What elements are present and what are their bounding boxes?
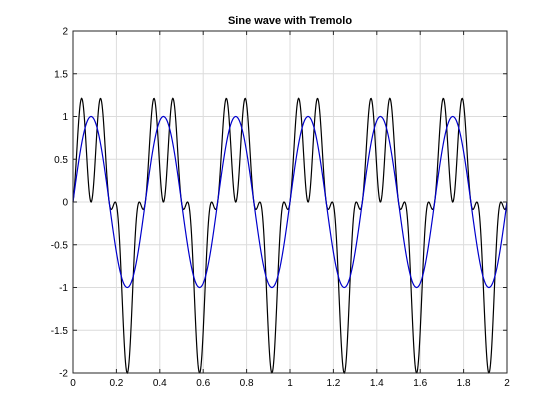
series-line-sine-wave [72,115,508,289]
axis-ticks [72,30,508,374]
y-tick-label: -0.5 [51,240,69,251]
y-tick-label: 0.5 [54,155,68,166]
x-tick-label: 2 [504,378,510,389]
y-tick-label: 2 [62,27,68,38]
x-tick-labels: 0 0.2 0.4 0.6 0.8 1 1.2 1.4 1.6 1.8 2 [70,378,510,389]
y-tick-label: 1.5 [54,69,68,80]
y-tick-label: 0 [62,198,68,209]
plot-series [72,97,508,375]
x-tick-label: 0.4 [153,378,167,389]
y-tick-label: -1 [59,283,68,294]
x-tick-label: 1.6 [413,378,427,389]
x-tick-label: 1.2 [326,378,340,389]
x-tick-label: 0.8 [240,378,254,389]
x-tick-label: 1.4 [370,378,384,389]
chart-title: Sine wave with Tremolo [228,15,352,27]
x-tick-label: 1.8 [457,378,471,389]
y-tick-label: 1 [62,112,68,123]
x-tick-label: 1 [287,378,293,389]
x-tick-label: 0.2 [109,378,123,389]
x-tick-label: 0.6 [196,378,210,389]
y-tick-label: -1.5 [51,326,69,337]
y-tick-labels: -2 -1.5 -1 -0.5 0 0.5 1 1.5 2 [51,27,69,380]
x-tick-label: 0 [70,378,76,389]
y-tick-label: -2 [59,369,68,380]
